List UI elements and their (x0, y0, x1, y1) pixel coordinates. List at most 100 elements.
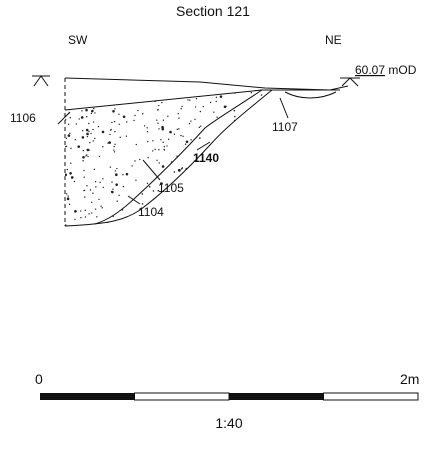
stipple-dot (115, 183, 118, 186)
stipple-dot (163, 146, 165, 148)
stipple-dot (135, 143, 138, 146)
stipple-dot (223, 135, 226, 137)
stipple-dot (244, 164, 246, 167)
cut-line (64, 89, 273, 227)
stipple-dot (172, 225, 175, 228)
stipple-dot (122, 185, 125, 188)
stipple-dot (218, 176, 220, 178)
stipple-dot (262, 223, 264, 224)
stipple-dot (187, 193, 190, 195)
stipple-dot (159, 202, 162, 204)
stipple-dot (85, 96, 87, 98)
stipple-dot (209, 99, 211, 102)
stipple-dot (121, 87, 122, 88)
stipple-dot (129, 90, 133, 94)
stipple-dot (199, 110, 202, 113)
stipple-dot (250, 164, 252, 166)
stipple-dot (216, 198, 219, 201)
stipple-dot (158, 149, 160, 151)
stipple-dot (165, 199, 167, 201)
stipple-dot (245, 171, 248, 173)
stipple-dot (86, 154, 88, 156)
stipple-dot (242, 145, 245, 147)
stipple-dot (114, 108, 116, 110)
stipple-dot (89, 141, 91, 144)
stipple-dot (219, 95, 223, 98)
stipple-dot (112, 95, 115, 97)
stipple-dot (233, 200, 235, 202)
stipple-dot (77, 145, 81, 148)
stipple-dot (250, 141, 252, 143)
stipple-dot (176, 155, 178, 157)
stipple-dot (197, 92, 200, 94)
stipple-dot (187, 99, 189, 101)
stipple-dot (110, 169, 113, 171)
stipple-dot (154, 148, 156, 151)
stipple-dot (203, 146, 205, 148)
stipple-dot (158, 162, 160, 164)
stipple-dot (222, 186, 224, 188)
stipple-dot (81, 136, 85, 139)
stipple-dot (161, 127, 165, 131)
stipple-dot (95, 164, 98, 167)
stipple-dot (262, 154, 263, 155)
stipple-dot (83, 189, 86, 192)
stipple-dot (209, 101, 212, 104)
stipple-dot (257, 199, 259, 201)
stipple-dot (143, 125, 146, 127)
stipple-dot (67, 123, 70, 125)
stipple-dot (201, 216, 204, 218)
stipple-dot (94, 181, 97, 183)
layer-boundary (94, 89, 263, 225)
stipple-dot (251, 206, 253, 208)
stipple-dot (173, 171, 176, 173)
stipple-dot (65, 155, 66, 157)
stipple-dot (82, 155, 85, 159)
fill-stipple (65, 87, 263, 226)
datum-symbol-left (32, 75, 50, 87)
stipple-dot (91, 212, 93, 214)
stipple-dot (65, 193, 68, 195)
stipple-dot (136, 221, 138, 223)
stipple-dot (79, 88, 80, 89)
stipple-dot (261, 178, 262, 180)
stipple-dot (155, 222, 158, 225)
stipple-dot (69, 117, 71, 119)
stipple-dot (180, 108, 182, 110)
stipple-dot (70, 162, 72, 164)
stipple-dot (195, 98, 198, 100)
stipple-dot (112, 109, 115, 113)
stipple-dot (165, 103, 169, 107)
stipple-dot (137, 109, 139, 112)
context-label: 1140 (193, 151, 219, 165)
stipple-dot (221, 126, 223, 128)
stipple-dot (142, 113, 144, 115)
stipple-dot (215, 100, 217, 103)
stipple-dot (218, 114, 221, 117)
stipple-dot (260, 123, 262, 127)
stipple-dot (111, 181, 113, 183)
stipple-dot (98, 88, 99, 89)
stipple-dot (257, 212, 260, 214)
stipple-dot (159, 182, 163, 186)
stipple-dot (161, 96, 164, 98)
stipple-dot (161, 125, 164, 129)
stipple-dot (248, 110, 250, 113)
stipple-dot (271, 158, 272, 160)
stipple-dot (116, 90, 119, 92)
stipple-dot (82, 149, 85, 152)
stipple-dot (114, 170, 117, 172)
stipple-dot (135, 179, 137, 181)
stipple-dot (126, 185, 130, 189)
leader (127, 195, 141, 205)
stipple-dot (87, 155, 89, 158)
stipple-dot (125, 95, 128, 99)
stipple-dot (85, 90, 87, 91)
stipple-dot (226, 165, 228, 168)
stipple-dot (256, 172, 259, 174)
stipple-dot (93, 168, 96, 171)
title: Section 121 (176, 3, 250, 19)
stipple-dot (158, 104, 160, 107)
stipple-dot (140, 150, 142, 152)
